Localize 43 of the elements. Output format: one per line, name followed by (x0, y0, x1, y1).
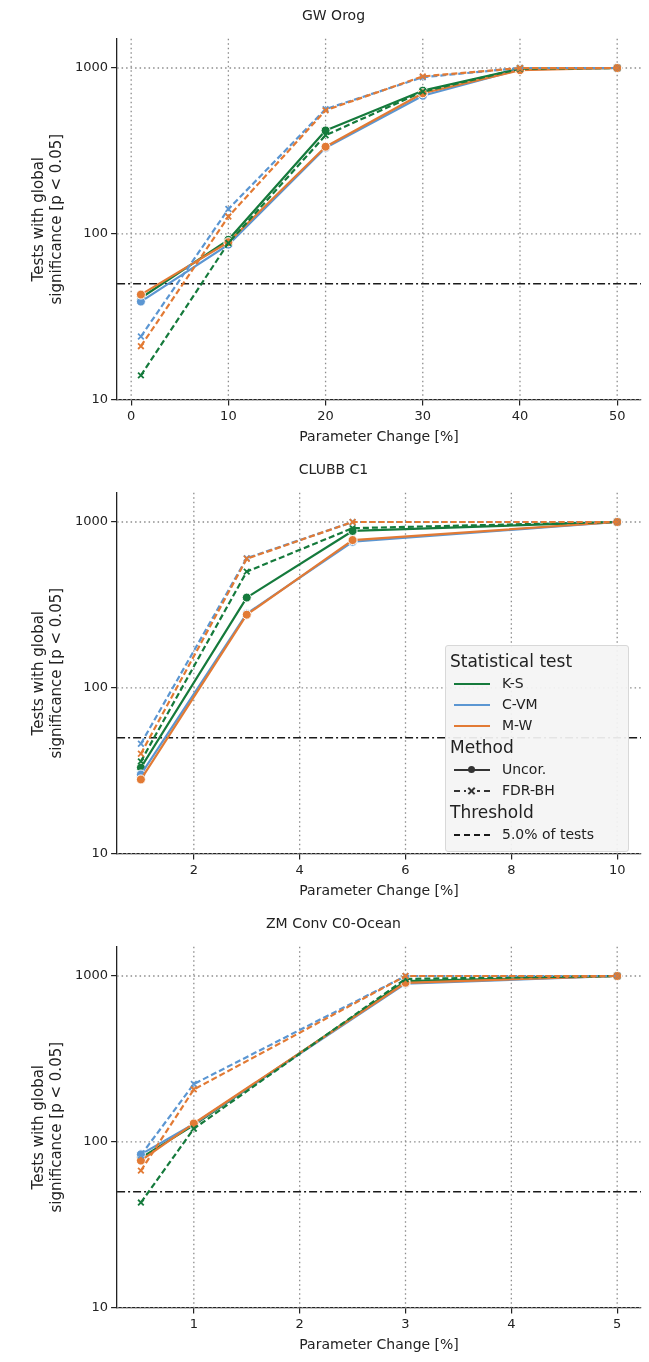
x-tick-label: 30 (414, 407, 432, 423)
chart-title: ZM Conv C0-Ocean (266, 915, 401, 932)
annotation: Threshold (450, 800, 535, 824)
chart-title: GW Orog (301, 7, 366, 24)
y-tick-label: 100 (83, 679, 109, 695)
x-axis-title: Parameter Change [%] (299, 882, 459, 899)
y-tick-label: 1000 (74, 967, 109, 983)
annotation: Uncor. (502, 760, 547, 777)
legend-label: M-W (502, 716, 533, 733)
x-axis-title: Parameter Change [%] (299, 428, 459, 445)
chart-title: CLUBB C1 (298, 461, 369, 478)
y-tick-label: 10 (91, 1298, 109, 1314)
y-tick-label: 100 (83, 225, 109, 241)
x-tick-label: 4 (507, 1315, 516, 1331)
x-tick-label: 3 (401, 1315, 410, 1331)
y-tick-label: 1000 (74, 513, 109, 529)
y-tick-label: 10 (91, 390, 109, 406)
annotation: FDR-BH (502, 781, 555, 798)
x-tick-label: 20 (317, 407, 334, 423)
x-tick-label: 50 (608, 407, 626, 423)
x-tick-label: 8 (507, 861, 516, 877)
y-axis-title: Tests with global significance [p < 0.05] (28, 587, 65, 759)
y-tick-label: 10 (91, 844, 109, 860)
legend-label: C-VM (502, 695, 538, 712)
x-tick-label: 40 (511, 407, 529, 423)
y-axis-title: Tests with global significance [p < 0.05] (28, 133, 65, 305)
x-tick-label: 10 (608, 861, 626, 877)
legend-label: 5.0% of tests (502, 825, 595, 842)
x-tick-label: 2 (189, 861, 198, 877)
y-tick-label: 1000 (74, 59, 109, 75)
x-tick-label: 10 (220, 407, 237, 423)
x-tick-label: 2 (295, 1315, 304, 1331)
x-tick-label: 6 (401, 861, 410, 877)
y-axis-title: Tests with global significance [p < 0.05] (28, 1041, 65, 1213)
x-axis-title: Parameter Change [%] (299, 1336, 459, 1353)
x-tick-label: 1 (189, 1315, 198, 1331)
x-tick-label: 4 (295, 861, 304, 877)
legend-title: Statistical test (450, 649, 574, 673)
x-tick-label: 0 (127, 407, 136, 423)
x-tick-label: 5 (613, 1315, 622, 1331)
annotation: Method (450, 735, 515, 759)
legend-label: K-S (502, 674, 524, 691)
y-tick-label: 100 (83, 1133, 109, 1149)
